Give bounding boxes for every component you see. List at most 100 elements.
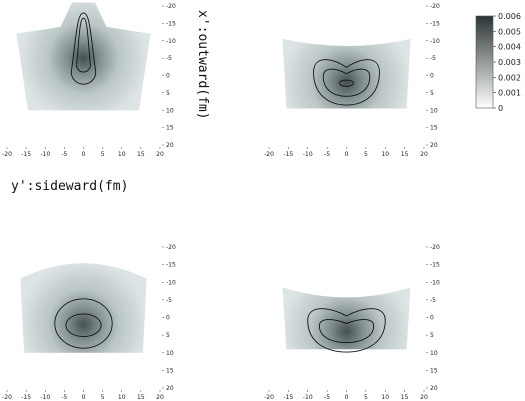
contour-line xyxy=(313,59,380,106)
contour-line xyxy=(76,17,91,73)
y-tick-label: -10 xyxy=(166,38,176,45)
x-tick-label: -15 xyxy=(21,151,31,158)
y-tick-labels: -20 -15 -10 -5 0 5 10 15 20 xyxy=(162,3,176,149)
contour-line xyxy=(65,313,102,337)
x-tick-label: 15 xyxy=(401,394,409,401)
x-tick-label: -15 xyxy=(21,394,31,401)
x-tick-label: -20 xyxy=(2,151,12,158)
y-tick-label: 10 xyxy=(166,350,174,357)
panel-top-left: -20 -15 -10 -5 0 5 10 15 20 -20 -15 -10 -5 0 5 10 15 20 xyxy=(2,2,176,158)
panel-top-right: -20 -15 -10 -5 0 5 10 15 20 -20 -15 -10 -5 0 5 10 15 20 xyxy=(264,3,440,158)
colorbar-tick-label: 0.003 xyxy=(498,58,521,67)
x-tick-labels: -20 -15 -10 -5 0 5 10 15 20 xyxy=(264,390,428,401)
colorbar-tick-label: 0 xyxy=(498,104,503,113)
x-tick-label: 0 xyxy=(345,394,349,401)
x-tick-label: -10 xyxy=(40,151,50,158)
y-tick-label: 0 xyxy=(166,315,170,322)
colorbar: 0 0.001 0.002 0.003 0.004 0.005 0.006 xyxy=(475,12,521,113)
x-tick-label: 5 xyxy=(101,151,105,158)
contour-line xyxy=(307,308,386,353)
x-tick-label: -10 xyxy=(40,394,50,401)
x-tick-label: 5 xyxy=(101,394,105,401)
y-tick-label: 20 xyxy=(166,385,174,392)
x-tick-label: 20 xyxy=(156,151,164,158)
x-tick-label: 0 xyxy=(345,151,349,158)
x-tick-label: 5 xyxy=(364,151,368,158)
panel-bottom-left: -20 -15 -10 -5 0 5 10 15 20 -20 -15 -10 -5 0 5 10 15 20 xyxy=(2,244,176,401)
y-tick-label: -15 xyxy=(166,262,176,269)
y-tick-label: -20 xyxy=(430,3,440,10)
x-tick-label: 10 xyxy=(381,151,389,158)
x-tick-label: -20 xyxy=(2,394,12,401)
y-tick-label: 5 xyxy=(166,90,170,97)
x-tick-label: -15 xyxy=(283,151,293,158)
contour-line xyxy=(54,298,113,349)
x-tick-label: -5 xyxy=(61,151,67,158)
y-tick-labels: -20 -15 -10 -5 0 5 10 15 20 xyxy=(162,244,176,392)
y-tick-label: -15 xyxy=(430,262,440,269)
x-tick-label: -5 xyxy=(324,151,330,158)
contour-line xyxy=(70,12,97,85)
contour-line xyxy=(339,79,354,87)
y-tick-label: 5 xyxy=(166,332,170,339)
x-tick-label: -20 xyxy=(264,151,274,158)
x-axis-title: y':sideward(fm) xyxy=(11,179,128,194)
y-tick-label: 15 xyxy=(430,367,438,374)
x-tick-label: 20 xyxy=(420,394,428,401)
x-tick-label: -10 xyxy=(303,394,313,401)
colorbar-gradient xyxy=(475,15,494,109)
y-tick-labels: -20 -15 -10 -5 0 5 10 15 20 xyxy=(426,3,440,149)
y-tick-label: -15 xyxy=(430,20,440,27)
x-tick-label: 20 xyxy=(156,394,164,401)
x-tick-label: -5 xyxy=(324,394,330,401)
y-tick-label: 0 xyxy=(166,73,170,80)
x-tick-label: 0 xyxy=(82,151,86,158)
y-tick-label: 10 xyxy=(430,350,438,357)
density-blob xyxy=(20,263,147,353)
y-axis-title: x':outward(fm) xyxy=(195,10,210,120)
x-tick-label: 5 xyxy=(364,394,368,401)
y-tick-label: -15 xyxy=(166,20,176,27)
x-tick-label: 15 xyxy=(137,394,145,401)
colorbar-tick-label: 0.004 xyxy=(498,43,521,52)
x-tick-label: 20 xyxy=(420,151,428,158)
x-tick-label: -10 xyxy=(303,151,313,158)
x-tick-label: -5 xyxy=(61,394,67,401)
density-blob xyxy=(282,287,411,350)
x-tick-label: 10 xyxy=(118,151,126,158)
y-tick-label: -5 xyxy=(166,55,172,62)
y-tick-label: 10 xyxy=(166,107,174,114)
y-tick-label: 15 xyxy=(166,125,174,132)
y-tick-label: -20 xyxy=(166,244,176,251)
colorbar-tick-label: 0.005 xyxy=(498,27,521,36)
x-tick-label: 10 xyxy=(118,394,126,401)
x-tick-labels: -20 -15 -10 -5 0 5 10 15 20 xyxy=(2,390,164,401)
x-tick-label: -20 xyxy=(264,394,274,401)
contour-line xyxy=(318,319,375,343)
y-tick-label: 15 xyxy=(166,367,174,374)
x-tick-label: 15 xyxy=(401,151,409,158)
y-tick-label: 0 xyxy=(430,73,434,80)
y-tick-label: -5 xyxy=(430,55,436,62)
y-tick-label: -20 xyxy=(166,3,176,10)
y-tick-label: 20 xyxy=(166,142,174,149)
y-tick-label: 20 xyxy=(430,385,438,392)
x-tick-labels: -20 -15 -10 -5 0 5 10 15 20 xyxy=(264,147,428,158)
colorbar-tick-label: 0.006 xyxy=(498,12,521,21)
y-tick-label: 10 xyxy=(430,107,438,114)
x-tick-labels: -20 -15 -10 -5 0 5 10 15 20 xyxy=(2,147,164,158)
heatmap-panels: -20 -15 -10 -5 0 5 10 15 20-20-15-10-505101520-2… xyxy=(2,2,440,401)
y-tick-label: -5 xyxy=(166,297,172,304)
panel-bottom-right: -20 -15 -10 -5 0 5 10 15 20 -20 -15 -10 -5 0 5 10 15 20 xyxy=(264,244,440,401)
x-tick-label: -15 xyxy=(283,394,293,401)
y-tick-label: 5 xyxy=(430,90,434,97)
y-tick-label: -10 xyxy=(166,279,176,286)
y-tick-label: -10 xyxy=(430,279,440,286)
y-tick-label: -10 xyxy=(430,38,440,45)
x-tick-label: 0 xyxy=(82,394,86,401)
x-tick-label: 10 xyxy=(381,394,389,401)
y-tick-labels: -20 -15 -10 -5 0 5 10 15 20 xyxy=(426,244,440,392)
colorbar-tick-label: 0.001 xyxy=(498,89,521,98)
contour-line xyxy=(322,68,371,97)
